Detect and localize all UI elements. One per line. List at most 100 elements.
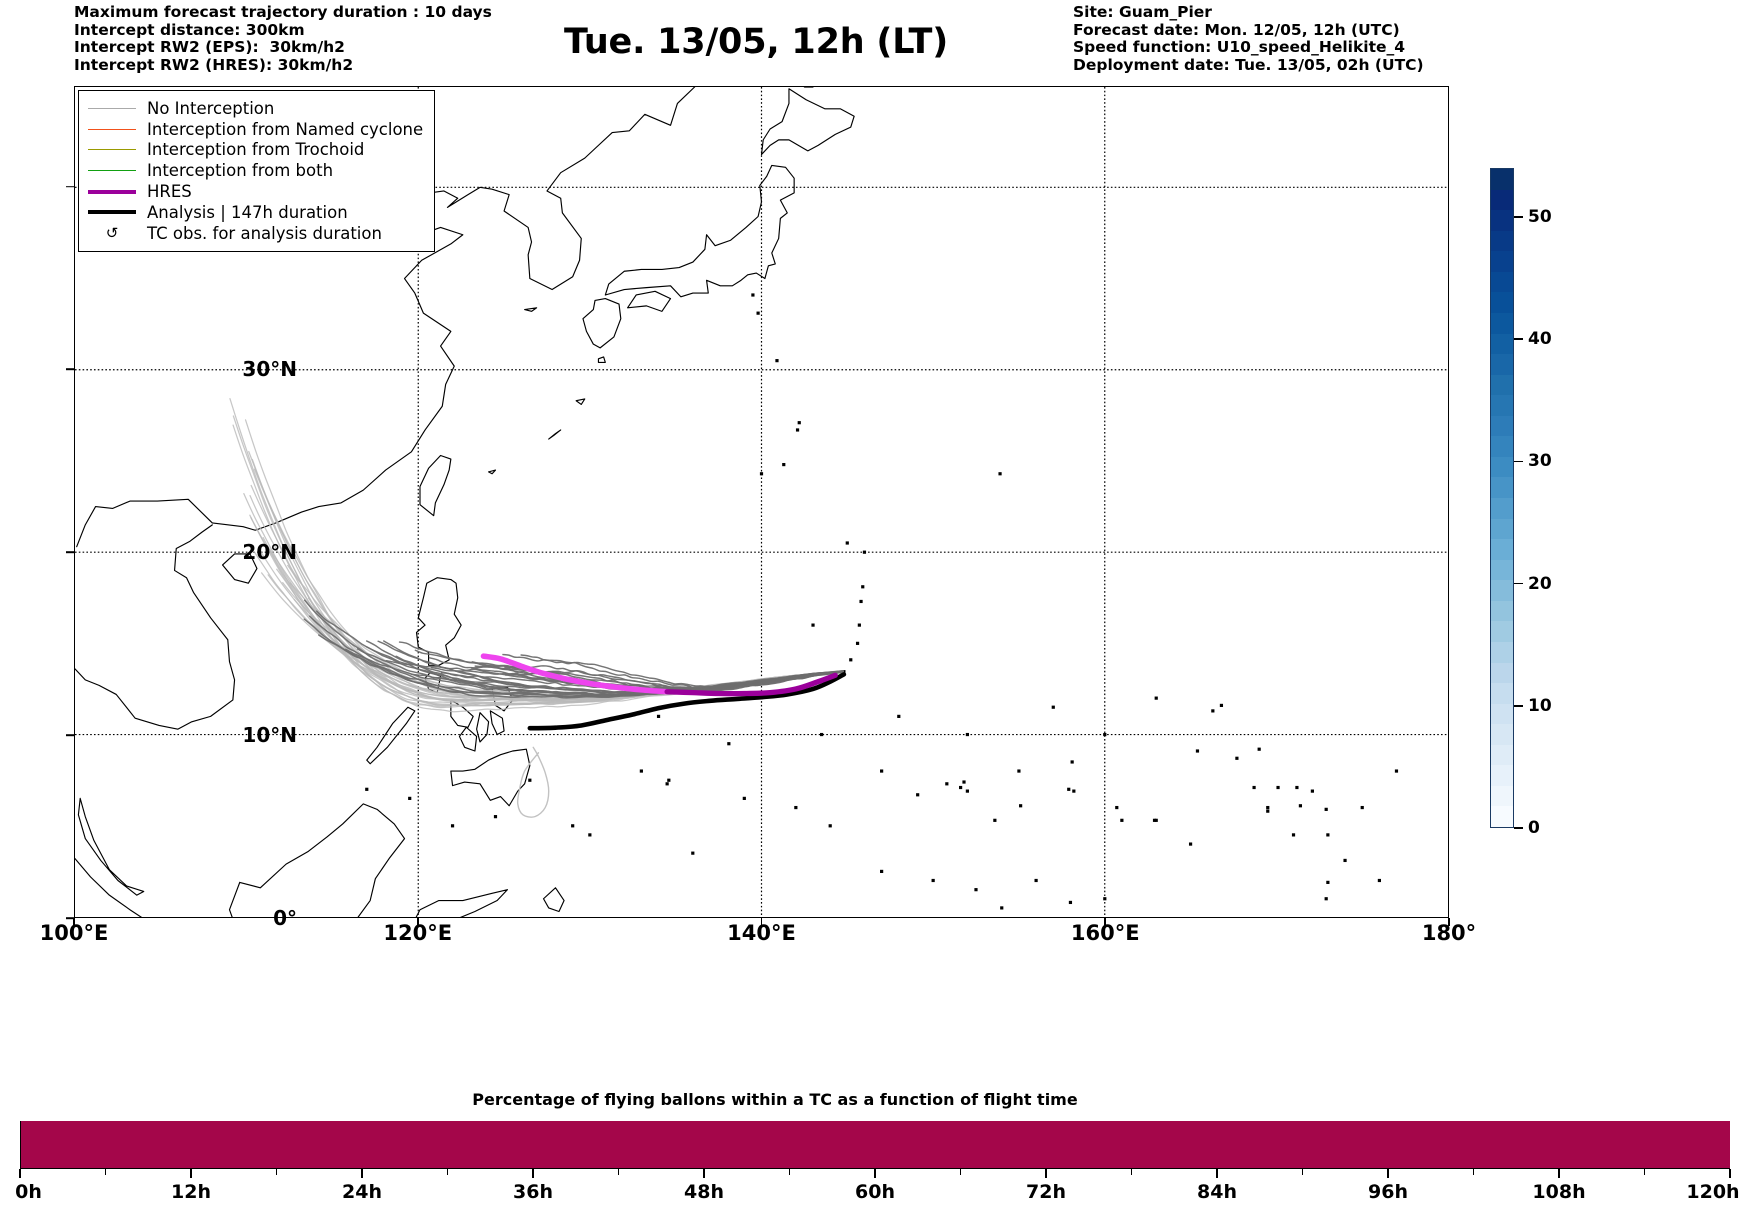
island-marker [1000, 906, 1004, 910]
island-marker [1326, 833, 1330, 837]
flight-time-minor-tick [446, 1169, 449, 1175]
coastline-segment [597, 356, 606, 364]
map-xtick-mark [416, 918, 419, 926]
map-canvas [75, 87, 1448, 917]
coastline-segment [489, 710, 505, 736]
flight-time-tick-label: 84h [1197, 1181, 1237, 1203]
island-marker [667, 778, 671, 782]
flight-time-minor-tick [1301, 1169, 1304, 1175]
colorbar-tick-mark [1514, 704, 1523, 707]
island-marker [1326, 880, 1330, 884]
cyclone-icon: ↺ [105, 223, 119, 242]
header-parameters-block: Maximum forecast trajectory duration : 1… [74, 3, 634, 74]
colorbar-band-25 [1491, 292, 1513, 313]
island-marker [1017, 769, 1021, 773]
legend-line-swatch [88, 128, 136, 130]
flight-time-tick-label: 108h [1532, 1181, 1586, 1203]
map-legend: No Interception Interception from Named c… [78, 90, 436, 252]
legend-line-swatch [88, 170, 136, 172]
coastline-segment [524, 307, 538, 312]
island-marker [1019, 804, 1023, 808]
island-marker [691, 851, 695, 855]
island-marker [797, 421, 801, 425]
island-marker [1298, 804, 1303, 808]
colorbar-band-26 [1491, 271, 1513, 293]
hres-trajectory-recent [480, 653, 670, 695]
eps-trajectory [414, 649, 844, 690]
legend-line-swatch [88, 107, 136, 109]
island-marker [1211, 709, 1215, 713]
coastline-segment [222, 553, 258, 584]
colorbar-gradient [1490, 168, 1514, 828]
island-marker [945, 782, 949, 786]
coastline-segment [228, 803, 406, 917]
island-marker [974, 888, 978, 892]
colorbar-band-17 [1491, 456, 1513, 478]
island-marker [1324, 897, 1328, 901]
flight-time-tick-mark [874, 1169, 876, 1178]
island-marker [571, 824, 575, 828]
island-marker [1195, 749, 1200, 753]
island-marker [1310, 789, 1314, 793]
flight-time-tick-mark [190, 1169, 192, 1178]
island-marker [1067, 787, 1071, 791]
legend-line-swatch [88, 149, 136, 151]
colorbar-band-13 [1491, 539, 1513, 560]
map-ytick-label: 0° [273, 906, 297, 930]
colorbar-tick-label: 50 [1528, 206, 1552, 227]
legend-item-4: HRES [88, 181, 423, 202]
colorbar-tick-mark [1514, 827, 1523, 829]
header-right-line-2: Speed function: U10_speed_Helikite_4 [1073, 38, 1406, 57]
header-right-line-3: Deployment date: Tue. 13/05, 02h (UTC) [1073, 55, 1424, 74]
legend-item-2: Interception from Trochoid [88, 140, 423, 161]
island-marker [408, 796, 412, 800]
coastline-segment [582, 298, 622, 349]
colorbar-tick-mark [1514, 338, 1523, 340]
map-ytick-label: 10°N [242, 723, 297, 748]
island-marker [1295, 785, 1299, 790]
flight-time-minor-tick [788, 1169, 791, 1175]
colorbar-band-10 [1491, 600, 1513, 622]
flight-time-minor-tick [1643, 1169, 1646, 1175]
island-marker [857, 623, 861, 627]
colorbar-band-11 [1491, 580, 1513, 601]
header-left-line-3: Intercept RW2 (HRES): 30km/h2 [74, 55, 354, 74]
flight-time-tick-label: 0h [15, 1181, 42, 1203]
flight-time-tick-label: 24h [342, 1181, 382, 1203]
island-marker [1257, 747, 1261, 751]
island-marker [859, 599, 863, 604]
flight-time-tick-label: 48h [684, 1181, 724, 1203]
legend-item-label: Interception from Named cyclone [147, 119, 424, 139]
coastline-segment [760, 88, 855, 156]
colorbar-tick-mark [1514, 216, 1523, 218]
colorbar-band-4 [1491, 724, 1513, 745]
island-marker [751, 293, 755, 297]
colorbar-tick-mark [1514, 460, 1523, 463]
island-marker [639, 769, 643, 773]
map-ytick-mark [66, 368, 74, 371]
eps-trajectory [249, 494, 844, 701]
coastline-segment [542, 887, 565, 913]
colorbar-band-21 [1491, 374, 1513, 396]
island-marker [528, 778, 532, 782]
header-left-line-0: Maximum forecast trajectory duration : 1… [74, 3, 492, 21]
island-marker [1276, 785, 1280, 790]
island-marker [1219, 703, 1224, 708]
island-marker [794, 805, 798, 810]
island-marker [1394, 769, 1399, 773]
map-ytick-label: 20°N [242, 540, 297, 565]
eps-trajectory [243, 492, 844, 702]
colorbar-tick-label: 20 [1528, 573, 1552, 594]
flight-time-minor-tick [104, 1169, 107, 1175]
island-marker [795, 428, 800, 432]
colorbar-band-12 [1491, 559, 1513, 581]
colorbar-tick-label: 0 [1528, 818, 1540, 838]
island-marker [916, 793, 920, 797]
island-marker [845, 541, 849, 545]
coastline-segment [627, 290, 672, 312]
colorbar-band-3 [1491, 744, 1513, 766]
island-marker [588, 833, 592, 837]
island-marker [1152, 818, 1157, 822]
flight-time-tick-mark [361, 1169, 363, 1178]
eps-trajectory [504, 669, 844, 691]
